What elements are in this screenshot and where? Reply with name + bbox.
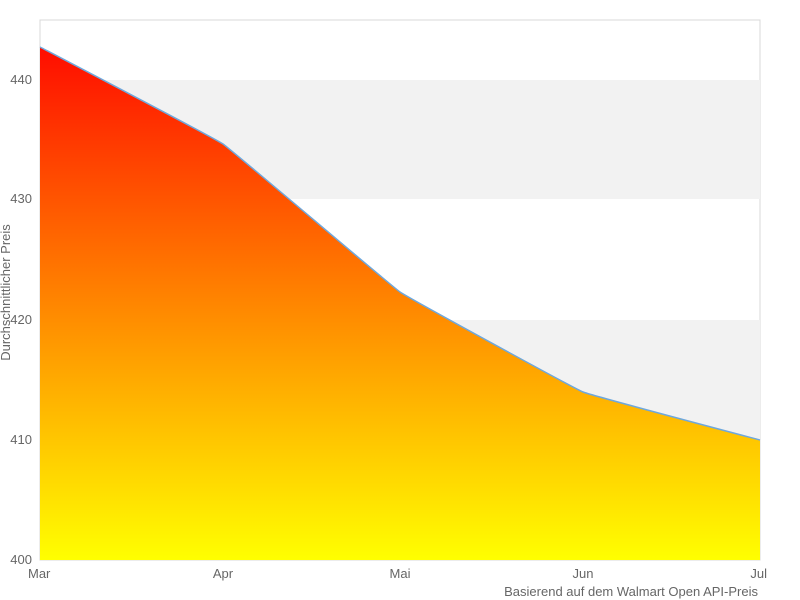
svg-text:400: 400 xyxy=(10,552,32,567)
svg-text:Jul: Jul xyxy=(750,566,767,581)
svg-text:Apr: Apr xyxy=(213,566,234,581)
svg-text:Jun: Jun xyxy=(573,566,594,581)
svg-text:420: 420 xyxy=(10,312,32,327)
svg-text:430: 430 xyxy=(10,191,32,206)
svg-text:Mar: Mar xyxy=(28,566,51,581)
svg-text:410: 410 xyxy=(10,432,32,447)
svg-text:Durchschnittlicher Preis: Durchschnittlicher Preis xyxy=(0,224,13,361)
svg-text:440: 440 xyxy=(10,72,32,87)
svg-text:Mai: Mai xyxy=(390,566,411,581)
